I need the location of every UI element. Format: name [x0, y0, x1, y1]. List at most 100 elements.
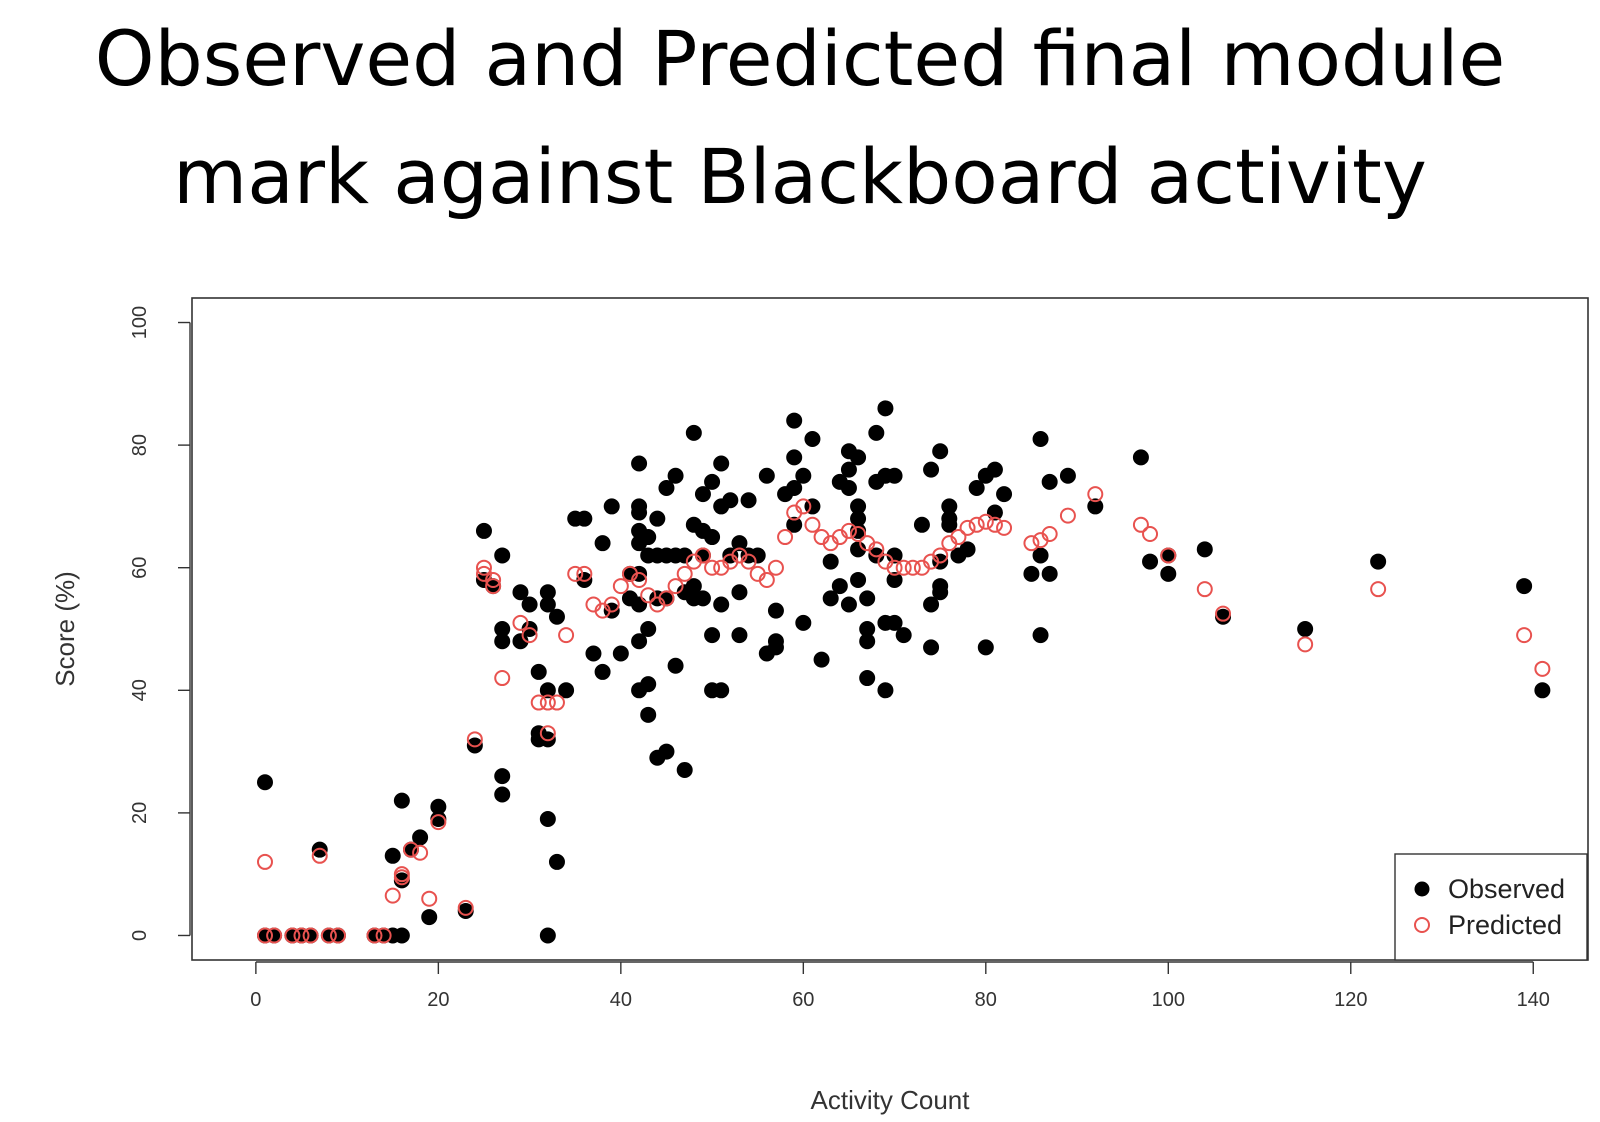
observed-point [704, 529, 721, 546]
predicted-point [1516, 627, 1533, 644]
predicted-point [1041, 525, 1058, 542]
observed-point [731, 584, 748, 601]
predicted-point [895, 559, 912, 576]
observed-point [594, 535, 611, 552]
observed-point [886, 614, 903, 631]
observed-point [521, 596, 538, 613]
observed-point [977, 639, 994, 656]
observed-point [1516, 578, 1533, 595]
observed-point [795, 614, 812, 631]
predicted-point [932, 547, 949, 564]
observed-point [576, 510, 593, 527]
observed-point [850, 449, 867, 466]
observed-point [713, 596, 730, 613]
observed-point [968, 480, 985, 497]
predicted-point [667, 578, 684, 595]
predicted-point [576, 565, 593, 582]
chart-title: Observed and Predicted final module mark… [0, 0, 1600, 236]
legend-observed-label: Observed [1448, 874, 1565, 904]
observed-point [731, 535, 748, 552]
observed-point [494, 786, 511, 803]
observed-point [822, 590, 839, 607]
y-tick-label: 60 [129, 557, 151, 579]
predicted-point [466, 731, 483, 748]
observed-point [539, 927, 556, 944]
observed-point [256, 774, 273, 791]
observed-point [1059, 467, 1076, 484]
predicted-point [804, 516, 821, 533]
plot-frame [191, 297, 1589, 961]
observed-point [658, 480, 675, 497]
observed-point [640, 706, 657, 723]
predicted-point [996, 519, 1013, 536]
predicted-point [329, 927, 346, 944]
observed-point [640, 529, 657, 546]
x-tick-label: 100 [1152, 989, 1185, 1011]
predicted-point [1059, 507, 1076, 524]
observed-point [859, 590, 876, 607]
observed-point [786, 480, 803, 497]
observed-point [1160, 565, 1177, 582]
observed-point [913, 516, 930, 533]
observed-point [1142, 553, 1159, 570]
observed-point [539, 682, 556, 699]
predicted-point [539, 694, 556, 711]
predicted-point [777, 529, 794, 546]
observed-point [640, 621, 657, 637]
y-tick-label: 40 [129, 679, 151, 701]
observed-point [986, 461, 1003, 478]
observed-point [685, 424, 702, 441]
observed-point [886, 467, 903, 484]
y-tick-label: 20 [129, 802, 151, 824]
observed-point [767, 602, 784, 619]
observed-point [667, 467, 684, 484]
chart-title-line-2: mark against Blackboard activity [173, 132, 1427, 221]
observed-point [558, 682, 575, 699]
predicted-point [850, 525, 867, 542]
observed-point [631, 455, 648, 472]
predicted-point [704, 559, 721, 576]
observed-point [1534, 682, 1551, 699]
legend-observed-marker [1414, 881, 1430, 897]
legend-predicted-label: Predicted [1448, 910, 1562, 940]
predicted-point [475, 559, 492, 576]
predicted-point [977, 513, 994, 530]
observed-point [877, 682, 894, 699]
x-axis-title: Activity Count [811, 1085, 971, 1115]
y-tick-label: 0 [129, 930, 151, 941]
observed-point [795, 467, 812, 484]
observed-point [1196, 541, 1213, 558]
predicted-point [959, 519, 976, 536]
y-tick-label: 80 [129, 434, 151, 456]
observed-point [494, 547, 511, 564]
predicted-point [384, 887, 401, 904]
predicted-point [512, 614, 529, 631]
predicted-point [284, 927, 301, 944]
chart-title-line-1: Observed and Predicted final module [94, 14, 1506, 103]
predicted-point [1023, 535, 1040, 552]
predicted-point [840, 522, 857, 539]
observed-point [713, 455, 730, 472]
x-tick-label: 20 [427, 989, 449, 1011]
observed-point [758, 467, 775, 484]
predicted-point [366, 927, 383, 944]
observed-point [594, 663, 611, 680]
y-tick-label: 100 [129, 306, 151, 339]
x-tick-label: 80 [975, 989, 997, 1011]
observed-point [548, 853, 565, 870]
observed-point [1032, 547, 1049, 564]
observed-point [886, 571, 903, 588]
predicted-point [457, 899, 474, 916]
observed-point [1370, 553, 1387, 570]
observed-point [539, 596, 556, 613]
observed-point [840, 480, 857, 497]
predicted-point [393, 869, 410, 886]
observed-point [804, 430, 821, 447]
predicted-point [676, 565, 693, 582]
observed-point [704, 473, 721, 490]
observed-point [612, 645, 629, 662]
observed-point [494, 633, 511, 650]
observed-point [1087, 498, 1104, 515]
predicted-point [1196, 581, 1213, 598]
observed-point [530, 663, 547, 680]
